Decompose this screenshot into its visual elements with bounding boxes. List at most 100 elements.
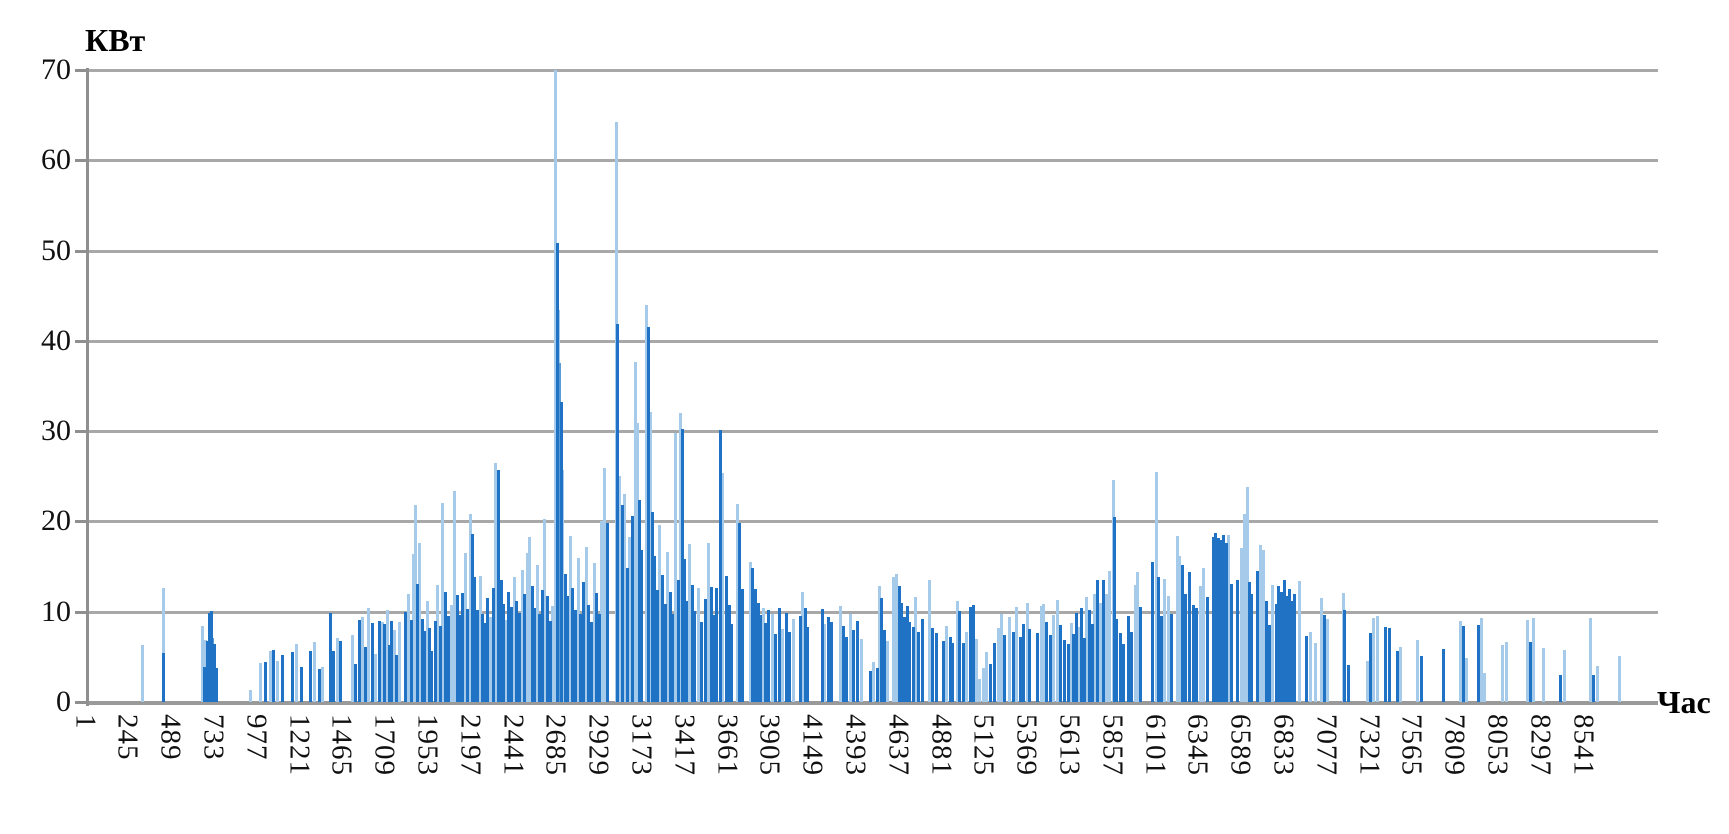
bar-h6200 [1170, 614, 1174, 702]
bar-h1355 [320, 666, 324, 702]
bar-h3408 [680, 428, 684, 702]
bar-h3340 [668, 591, 672, 702]
x-tick-label-6101: 6101 [1139, 714, 1172, 776]
bar-h2270 [481, 614, 485, 702]
bar-h1713 [383, 624, 387, 702]
x-tick-label-5125: 5125 [967, 714, 1000, 776]
bar-h1700 [381, 621, 385, 702]
bar-h3310 [663, 603, 667, 702]
bar-h3590 [712, 615, 716, 702]
bar-h2030 [439, 626, 442, 702]
bar-h5295 [1011, 631, 1015, 702]
bar-h675 [201, 626, 205, 702]
bar-h2920 [595, 592, 599, 702]
bar-h2728 [561, 470, 565, 702]
bar-h1005 [259, 663, 263, 702]
bar-h2185 [466, 609, 470, 702]
bar-h1737 [387, 645, 391, 702]
bar-h6575 [1236, 580, 1240, 702]
bar-h6360 [1198, 585, 1202, 702]
bar-h1030 [263, 662, 267, 702]
bar-h3420 [682, 559, 686, 702]
bar-h4755 [917, 631, 920, 702]
bar-h7845 [1458, 620, 1462, 702]
bar-h1600 [363, 646, 367, 702]
bar-h1458 [338, 640, 342, 702]
bar-h5315 [1015, 607, 1019, 702]
bar-h5950 [1126, 616, 1130, 702]
bar-h2845 [581, 581, 585, 702]
bar-h2345 [494, 462, 498, 702]
bar-h2390 [502, 603, 506, 702]
bar-h682 [202, 666, 206, 702]
bar-h6795 [1274, 603, 1278, 702]
bar-h7350 [1372, 618, 1376, 702]
bar-h5505 [1048, 635, 1052, 702]
bar-h2140 [458, 615, 462, 702]
bar-h4705 [908, 621, 912, 702]
bar-h8585 [1588, 618, 1592, 702]
bar-h3795 [748, 562, 752, 702]
bar-h7370 [1375, 616, 1379, 702]
bar-h3480 [693, 610, 697, 702]
bar-h5745 [1090, 623, 1094, 702]
bar-h2540 [528, 536, 532, 702]
bar-h5670 [1077, 627, 1081, 702]
bar-h2465 [515, 600, 519, 702]
bar-h3870 [761, 608, 765, 702]
bar-h3325 [666, 552, 670, 702]
bar-h2112 [453, 490, 457, 702]
bar-h448 [161, 588, 165, 702]
y-axis-title: КВт [85, 22, 146, 58]
bar-h7085 [1325, 618, 1329, 702]
bar-h6340 [1195, 608, 1198, 702]
bar-h5275 [1008, 617, 1012, 702]
bar-h1545 [353, 664, 357, 702]
x-axis-title: Час [1657, 684, 1711, 720]
bar-h2580 [535, 564, 539, 702]
bar-h3540 [703, 599, 707, 702]
bar-h5375 [1025, 602, 1029, 702]
y-tick-label-20: 20 [41, 504, 71, 537]
bar-h3178 [640, 550, 644, 702]
bar-h1100 [275, 660, 279, 702]
bar-h4935 [948, 637, 952, 702]
bar-h6465 [1216, 537, 1220, 702]
bar-h7622 [1419, 656, 1423, 702]
bar-h4725 [911, 627, 915, 702]
x-tick-label-977: 977 [240, 714, 273, 761]
bar-h1940 [423, 630, 427, 702]
bar-h3065 [620, 505, 624, 702]
bar-h5845 [1108, 571, 1112, 702]
bar-h3660 [724, 575, 728, 702]
bar-h2695 [555, 243, 559, 702]
bar-h6595 [1239, 547, 1243, 702]
bar-h8108 [1505, 641, 1509, 702]
bar-h7880 [1465, 657, 1469, 702]
bar-h3385 [676, 580, 680, 702]
bar-h3560 [707, 543, 711, 702]
bar-h1725 [385, 609, 389, 702]
bar-h8225 [1525, 619, 1529, 702]
bar-h1420 [332, 651, 335, 702]
bar-h4020 [788, 631, 791, 702]
bar-h4205 [820, 609, 824, 702]
bar-h4410 [856, 620, 860, 702]
bar-h1900 [416, 583, 420, 702]
bar-h1980 [430, 651, 434, 702]
bar-h6018 [1138, 607, 1142, 702]
bar-h5485 [1045, 621, 1048, 702]
bar-h2225 [473, 576, 477, 702]
bar-h4125 [806, 627, 810, 702]
bar-h1210 [295, 644, 299, 702]
bar-h5010 [961, 643, 965, 702]
bar-h3265 [655, 590, 659, 702]
x-tick-label-1221: 1221 [283, 714, 316, 776]
bar-h2905 [592, 563, 596, 702]
bar-h5640 [1072, 634, 1076, 702]
bar-h2815 [576, 557, 580, 702]
bar-h3465 [690, 584, 694, 702]
bar-h1750 [389, 620, 393, 702]
bar-h2480 [517, 612, 521, 702]
x-tick-label-4149: 4149 [796, 714, 829, 776]
